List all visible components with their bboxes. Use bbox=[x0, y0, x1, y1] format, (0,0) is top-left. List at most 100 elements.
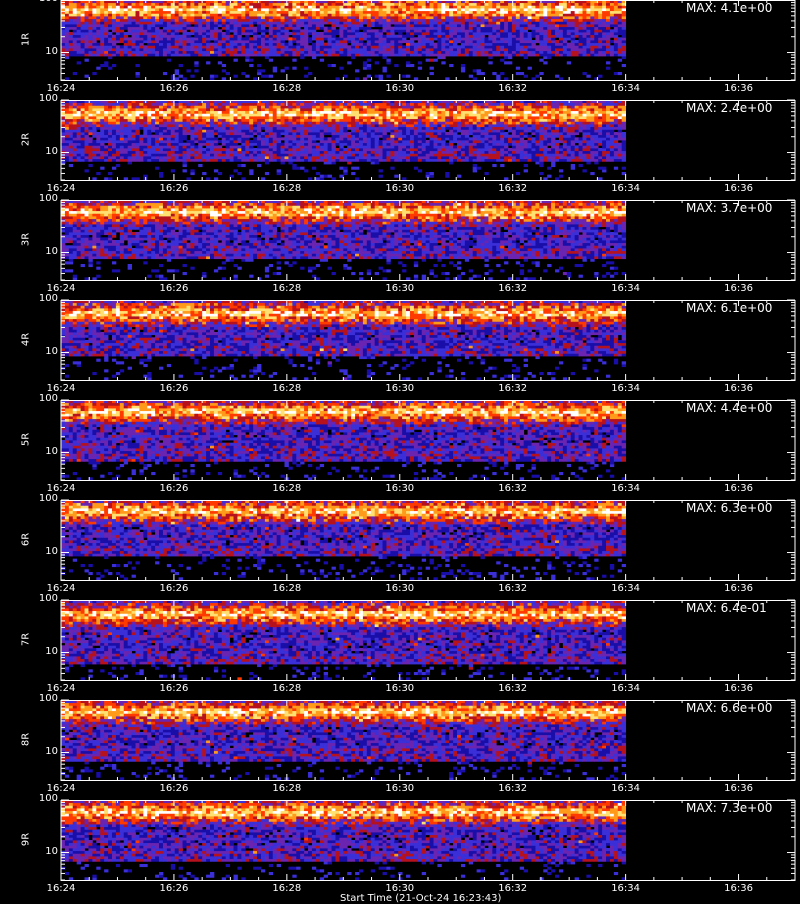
heatmap-cell bbox=[77, 24, 81, 27]
heatmap-cell bbox=[269, 37, 273, 40]
heatmap-cell bbox=[402, 45, 406, 48]
heatmap-cell bbox=[594, 21, 598, 24]
heatmap-cell bbox=[559, 40, 563, 43]
heatmap-cell bbox=[347, 145, 351, 148]
heatmap-cell bbox=[163, 5, 167, 8]
heatmap-cell bbox=[230, 21, 234, 24]
heatmap-cell bbox=[406, 145, 410, 148]
heatmap-cell bbox=[418, 5, 422, 8]
heatmap-cell bbox=[73, 43, 77, 46]
heatmap-cell bbox=[488, 145, 492, 148]
heatmap-cell bbox=[375, 135, 379, 138]
heatmap-cell bbox=[363, 27, 367, 30]
heatmap-cell bbox=[175, 11, 179, 14]
heatmap-cell bbox=[598, 143, 602, 146]
heatmap-cell bbox=[449, 161, 453, 164]
heatmap-cell bbox=[335, 3, 339, 6]
heatmap-cell bbox=[390, 53, 394, 56]
heatmap-cell bbox=[445, 175, 449, 178]
heatmap-cell bbox=[386, 51, 390, 54]
heatmap-cell bbox=[375, 148, 379, 151]
heatmap-cell bbox=[508, 35, 512, 38]
heatmap-cell bbox=[563, 140, 567, 143]
heatmap-cell bbox=[335, 5, 339, 8]
heatmap-cell bbox=[465, 37, 469, 40]
heatmap-cell bbox=[469, 16, 473, 19]
heatmap-cell bbox=[284, 151, 288, 154]
heatmap-cell bbox=[128, 8, 132, 11]
heatmap-cell bbox=[183, 145, 187, 148]
heatmap-cell bbox=[571, 145, 575, 148]
heatmap-cell bbox=[484, 27, 488, 30]
heatmap-cell bbox=[147, 11, 151, 14]
heatmap-cell bbox=[535, 13, 539, 16]
heatmap-cell bbox=[277, 172, 281, 175]
heatmap-cell bbox=[288, 19, 292, 22]
heatmap-cell bbox=[610, 13, 614, 16]
heatmap-cell bbox=[386, 153, 390, 156]
heatmap-cell bbox=[355, 69, 359, 72]
heatmap-cell bbox=[351, 135, 355, 138]
heatmap-cell bbox=[198, 156, 202, 159]
heatmap-cell bbox=[394, 5, 398, 8]
heatmap-cell bbox=[363, 148, 367, 151]
heatmap-cell bbox=[488, 8, 492, 11]
heatmap-cell bbox=[481, 24, 485, 27]
heatmap-cell bbox=[543, 13, 547, 16]
heatmap-cell bbox=[96, 159, 100, 162]
heatmap-cell bbox=[292, 48, 296, 51]
heatmap-cell bbox=[414, 32, 418, 35]
heatmap-cell bbox=[539, 140, 543, 143]
heatmap-cell bbox=[359, 37, 363, 40]
heatmap-cell bbox=[116, 13, 120, 16]
heatmap-cell bbox=[594, 43, 598, 46]
heatmap-cell bbox=[155, 29, 159, 32]
heatmap-cell bbox=[143, 21, 147, 24]
heatmap-cell bbox=[241, 159, 245, 162]
heatmap-cell bbox=[143, 11, 147, 14]
heatmap-cell bbox=[622, 148, 626, 151]
heatmap-cell bbox=[508, 159, 512, 162]
heatmap-cell bbox=[136, 21, 140, 24]
heatmap-cell bbox=[332, 51, 336, 54]
heatmap-cell bbox=[453, 21, 457, 24]
heatmap-cell bbox=[179, 5, 183, 8]
heatmap-cell bbox=[339, 143, 343, 146]
heatmap-cell bbox=[508, 21, 512, 24]
heatmap-cell bbox=[69, 132, 73, 135]
heatmap-cell bbox=[292, 153, 296, 156]
heatmap-cell bbox=[257, 148, 261, 151]
heatmap-cell bbox=[194, 129, 198, 132]
heatmap-cell bbox=[559, 8, 563, 11]
heatmap-cell bbox=[473, 132, 477, 135]
heatmap-cell bbox=[292, 59, 296, 62]
heatmap-cell bbox=[108, 145, 112, 148]
heatmap-cell bbox=[422, 24, 426, 27]
heatmap-cell bbox=[167, 145, 171, 148]
heatmap-cell bbox=[222, 132, 226, 135]
heatmap-cell bbox=[324, 19, 328, 22]
heatmap-cell bbox=[398, 40, 402, 43]
heatmap-cell bbox=[222, 48, 226, 51]
heatmap-cell bbox=[159, 153, 163, 156]
heatmap-cell bbox=[500, 132, 504, 135]
heatmap-cell bbox=[339, 11, 343, 14]
heatmap-cell bbox=[508, 156, 512, 159]
heatmap-cell bbox=[65, 40, 69, 43]
heatmap-cell bbox=[332, 140, 336, 143]
heatmap-cell bbox=[179, 29, 183, 32]
heatmap-cell bbox=[481, 32, 485, 35]
heatmap-cell bbox=[426, 29, 430, 32]
heatmap-cell bbox=[308, 32, 312, 35]
heatmap-cell bbox=[198, 143, 202, 146]
heatmap-cell bbox=[555, 45, 559, 48]
heatmap-cell bbox=[226, 143, 230, 146]
heatmap-cell bbox=[535, 132, 539, 135]
heatmap-cell bbox=[367, 13, 371, 16]
heatmap-cell bbox=[532, 77, 536, 80]
heatmap-cell bbox=[237, 35, 241, 38]
max-value-label: MAX: 4.1e+00 bbox=[686, 1, 772, 15]
heatmap-cell bbox=[555, 143, 559, 146]
heatmap-cell bbox=[590, 3, 594, 6]
heatmap-cell bbox=[622, 29, 626, 32]
